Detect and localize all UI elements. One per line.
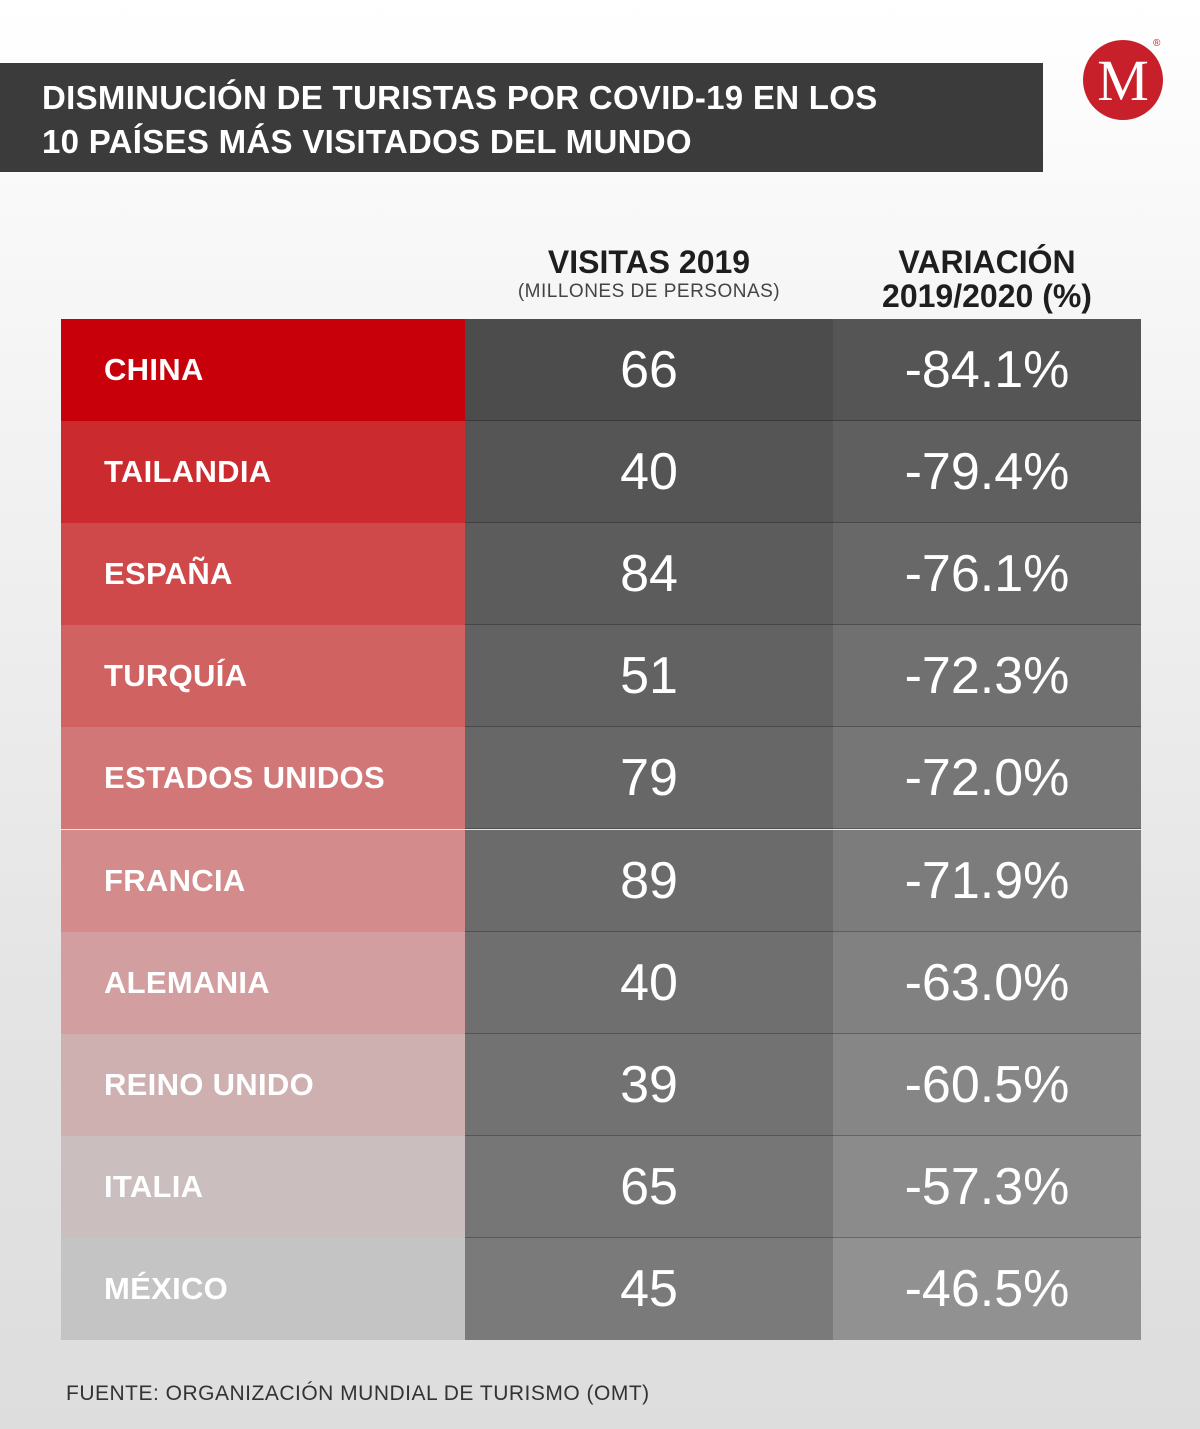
- country-cell: ITALIA: [61, 1135, 465, 1238]
- row-divider: [465, 930, 1141, 932]
- variation-cell: -60.5%: [833, 1033, 1141, 1136]
- logo-letter: M: [1097, 48, 1149, 113]
- data-table: CHINA 66 -84.1% TAILANDIA 40 -79.4% ESPAÑA 84 -7…: [61, 319, 1141, 1340]
- milenio-logo: M: [1083, 40, 1163, 120]
- table-row: ESTADOS UNIDOS 79 -72.0%: [61, 727, 1141, 830]
- visits-cell: 89: [465, 829, 833, 932]
- visitas-title: VISITAS 2019: [547, 244, 751, 280]
- country-cell: ESTADOS UNIDOS: [61, 727, 465, 830]
- row-divider: [465, 624, 1141, 626]
- visitas-subtitle: (MILLONES DE PERSONAS): [517, 280, 781, 302]
- table-row: CHINA 66 -84.1%: [61, 319, 1141, 421]
- country-cell: FRANCIA: [61, 829, 465, 932]
- table-row: REINO UNIDO 39 -60.5%: [61, 1033, 1141, 1136]
- table-row: ESPAÑA 84 -76.1%: [61, 523, 1141, 626]
- visits-cell: 79: [465, 727, 833, 830]
- visits-cell: 51: [465, 625, 833, 728]
- title-line-2: 10 PAÍSES MÁS VISITADOS DEL MUNDO: [42, 123, 692, 160]
- country-cell: MÉXICO: [61, 1237, 465, 1340]
- country-cell: TAILANDIA: [61, 421, 465, 524]
- table-row: FRANCIA 89 -71.9%: [61, 829, 1141, 932]
- source-footer: FUENTE: ORGANIZACIÓN MUNDIAL DE TURISMO …: [66, 1382, 650, 1405]
- row-divider: [465, 1032, 1141, 1034]
- table-row: MÉXICO 45 -46.5%: [61, 1237, 1141, 1340]
- row-divider: [465, 1134, 1141, 1136]
- visits-cell: 40: [465, 421, 833, 524]
- column-header-visitas: VISITAS 2019 (MILLONES DE PERSONAS): [465, 244, 833, 302]
- column-header-variacion: VARIACIÓN 2019/2020 (%): [833, 244, 1141, 314]
- visits-cell: 84: [465, 523, 833, 626]
- visits-cell: 66: [465, 319, 833, 421]
- variation-cell: -76.1%: [833, 523, 1141, 626]
- table-row: ALEMANIA 40 -63.0%: [61, 931, 1141, 1034]
- variation-cell: -46.5%: [833, 1237, 1141, 1340]
- variacion-title: VARIACIÓN: [898, 244, 1076, 280]
- title-bar: DISMINUCIÓN DE TURISTAS POR COVID-19 EN …: [0, 63, 1043, 172]
- row-divider: [465, 1236, 1141, 1238]
- title-line-1: DISMINUCIÓN DE TURISTAS POR COVID-19 EN …: [42, 79, 878, 116]
- row-divider: [465, 726, 1141, 728]
- visits-cell: 39: [465, 1033, 833, 1136]
- table-row: TAILANDIA 40 -79.4%: [61, 421, 1141, 524]
- visits-cell: 40: [465, 931, 833, 1034]
- country-cell: ALEMANIA: [61, 931, 465, 1034]
- country-cell: ESPAÑA: [61, 523, 465, 626]
- variation-cell: -71.9%: [833, 829, 1141, 932]
- country-cell: CHINA: [61, 319, 465, 421]
- variation-cell: -79.4%: [833, 421, 1141, 524]
- variation-cell: -84.1%: [833, 319, 1141, 421]
- row-divider: [465, 522, 1141, 524]
- registered-mark: ®: [1153, 38, 1161, 49]
- variacion-subtitle: 2019/2020 (%): [882, 277, 1092, 314]
- row-divider: [465, 420, 1141, 421]
- variation-cell: -72.3%: [833, 625, 1141, 728]
- country-cell: REINO UNIDO: [61, 1033, 465, 1136]
- row-divider: [465, 828, 1141, 830]
- variation-cell: -63.0%: [833, 931, 1141, 1034]
- variation-cell: -72.0%: [833, 727, 1141, 830]
- variation-cell: -57.3%: [833, 1135, 1141, 1238]
- country-cell: TURQUÍA: [61, 625, 465, 728]
- table-row: TURQUÍA 51 -72.3%: [61, 625, 1141, 728]
- visits-cell: 45: [465, 1237, 833, 1340]
- visits-cell: 65: [465, 1135, 833, 1238]
- table-row: ITALIA 65 -57.3%: [61, 1135, 1141, 1238]
